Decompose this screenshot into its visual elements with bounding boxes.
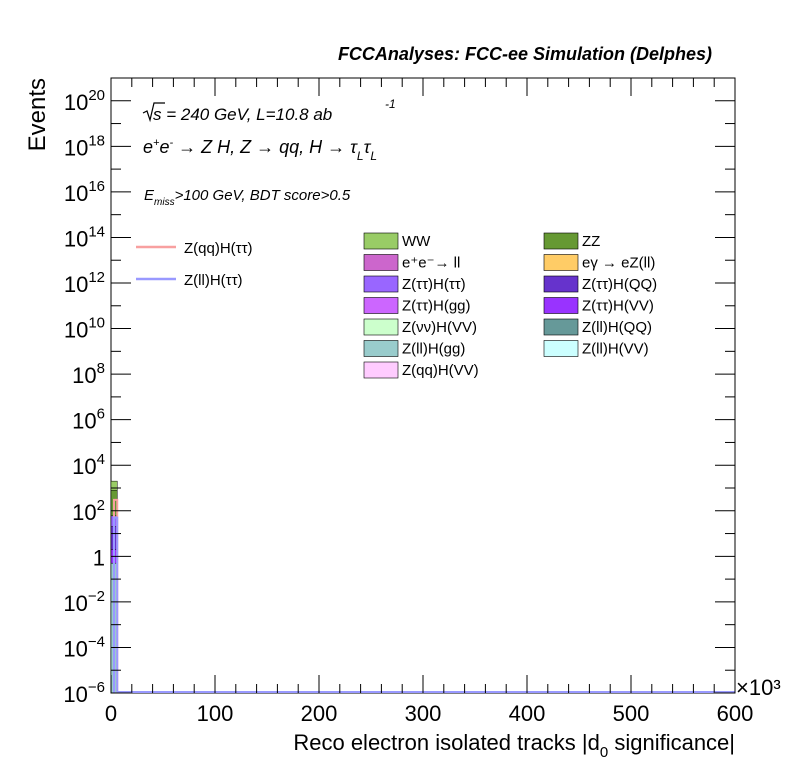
legend-swatch xyxy=(363,318,399,336)
x-axis: 0 100 200 300 400 500 600 xyxy=(105,78,753,726)
legend-swatch xyxy=(363,340,399,357)
legend-label: Z(ττ)H(gg) xyxy=(402,298,471,315)
legend-label-signal: Z(ll)H(ττ) xyxy=(184,272,243,289)
legend-label: Z(ll)H(VV) xyxy=(582,341,649,358)
legend-label: Z(νν)H(VV) xyxy=(402,319,477,336)
signal-layer xyxy=(113,498,735,693)
signal-line-1 xyxy=(113,516,119,693)
y-tick-label: 1010 xyxy=(64,315,105,343)
x-tick-label: 500 xyxy=(613,701,650,726)
legend-label: ZZ xyxy=(582,233,600,250)
sqrt-sign xyxy=(142,102,165,123)
y-tick-label: 1018 xyxy=(64,132,105,160)
lumi-exponent: -1 xyxy=(385,97,396,111)
legend-swatch xyxy=(543,340,579,357)
y-tick-label: 10−4 xyxy=(63,633,105,661)
legend-swatch xyxy=(543,275,579,293)
legend-label: eγ → eZ(ll) xyxy=(582,255,655,272)
legend-swatch xyxy=(363,254,399,271)
legend-label-signal: Z(qq)H(ττ) xyxy=(184,240,253,257)
y-tick-label: 1016 xyxy=(64,178,105,206)
legend-label: Z(ττ)H(VV) xyxy=(582,298,654,315)
legend-swatch xyxy=(363,297,399,314)
y-tick-label: 1 xyxy=(93,545,105,570)
header-title: FCCAnalyses: FCC-ee Simulation (Delphes) xyxy=(338,44,712,64)
y-axis: 10−6 10−4 10−2 1 102 104 106 108 1010 1012 1014 101… xyxy=(63,77,735,707)
legend-swatch xyxy=(543,297,579,314)
y-tick-label: 1020 xyxy=(64,87,105,115)
legend-swatch xyxy=(543,318,579,336)
legend-label: Z(ll)H(gg) xyxy=(402,341,465,358)
legend-swatch xyxy=(543,254,579,271)
x-tick-label: 0 xyxy=(105,701,117,726)
legend-swatch xyxy=(543,232,579,250)
legend-label: Z(ll)H(QQ) xyxy=(582,319,652,336)
stack-legend: WW ZZ e⁺e⁻→ ll eγ → eZ(ll) Z(ττ)H(ττ) Z(ττ)H(… xyxy=(363,232,657,379)
process-line: e+e- → Z H, Z → qq, H → τLτL xyxy=(143,137,377,163)
x-multiplier: ×10³ xyxy=(736,675,781,700)
y-tick-label: 1014 xyxy=(64,223,105,251)
x-tick-label: 100 xyxy=(197,701,234,726)
energy-annotation: s = 240 GeV, L=10.8 ab -1 xyxy=(142,97,396,124)
legend-label: e⁺e⁻→ ll xyxy=(402,255,460,272)
y-tick-label: 102 xyxy=(72,497,105,525)
y-axis-label: Events xyxy=(24,78,51,151)
y-tick-label: 10−6 xyxy=(63,679,105,707)
legend-label: WW xyxy=(402,233,431,250)
y-tick-label: 108 xyxy=(72,360,105,388)
y-tick-label: 104 xyxy=(72,451,105,479)
legend-swatch xyxy=(363,232,399,250)
legend-swatch xyxy=(363,361,399,379)
legend-label: Z(ττ)H(ττ) xyxy=(402,276,466,293)
x-tick-label: 400 xyxy=(509,701,546,726)
x-tick-label: 600 xyxy=(717,701,754,726)
x-tick-label: 200 xyxy=(301,701,338,726)
cuts-line: Emiss>100 GeV, BDT score>0.5 xyxy=(144,187,351,208)
y-tick-label: 106 xyxy=(72,406,105,434)
legend-swatch xyxy=(363,275,399,293)
x-tick-label: 300 xyxy=(405,701,442,726)
y-tick-label: 10−2 xyxy=(63,588,105,616)
x-axis-label: Reco electron isolated tracks |d0 signif… xyxy=(293,730,735,761)
legend-label: Z(ττ)H(QQ) xyxy=(582,276,657,293)
y-tick-label: 1012 xyxy=(64,269,105,297)
signal-legend: Z(qq)H(ττ) Z(ll)H(ττ) xyxy=(136,240,253,289)
legend-label: Z(qq)H(VV) xyxy=(402,362,479,379)
energy-line: s = 240 GeV, L=10.8 ab xyxy=(153,105,332,124)
plot-frame xyxy=(110,77,736,694)
